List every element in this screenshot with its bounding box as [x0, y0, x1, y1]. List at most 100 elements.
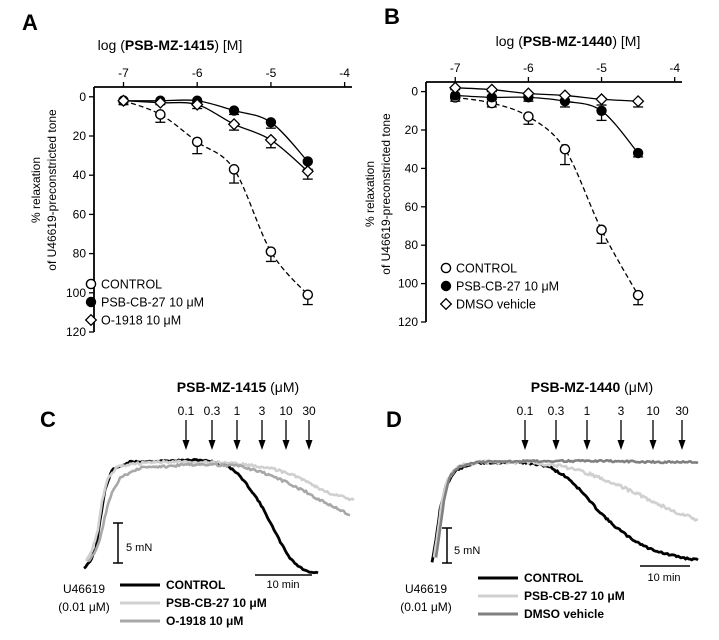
arrow-label-c: 1 — [234, 404, 241, 418]
data-point-b-2 — [449, 81, 462, 94]
panel-letter-d: D — [386, 407, 402, 432]
agonist-conc-d: (0.01 μM) — [400, 600, 452, 614]
arrow-label-d: 1 — [584, 404, 591, 418]
data-point-b-2 — [631, 94, 645, 108]
arrow-head-d — [583, 440, 591, 450]
y-tick-label-a: 80 — [73, 247, 87, 261]
trace-c-1 — [84, 459, 355, 562]
x-tick-label-a: -6 — [192, 66, 203, 80]
concentration-arrows-c: 0.1 0.3 1 3 10 30 — [178, 404, 316, 450]
arrow-head-d — [521, 440, 529, 450]
arrow-head-d — [678, 440, 686, 450]
x-tick-label-a: -4 — [339, 66, 350, 80]
data-point-b-0 — [596, 224, 607, 236]
data-point-b-2 — [595, 93, 608, 106]
y-tick-label-a: 100 — [66, 286, 86, 300]
data-point-a-0 — [265, 246, 277, 257]
y-tick-label-b: 0 — [411, 85, 418, 99]
x-tick-label-b: -4 — [669, 61, 680, 75]
arrow-label-d: 0.3 — [548, 404, 565, 418]
legend-marker-a-2 — [84, 313, 98, 327]
data-point-b-1 — [596, 105, 607, 117]
x-tick-label-b: -5 — [596, 61, 607, 75]
legend-marker-b-0 — [440, 262, 452, 274]
agonist-label-d: U46619 — [405, 582, 447, 596]
trace-title-c: PSB-MZ-1415 (μM) — [177, 379, 299, 395]
x-tick-label-a: -7 — [118, 66, 129, 80]
data-point-a-0 — [228, 164, 240, 175]
y-tick-label-b: 40 — [405, 161, 419, 175]
arrow-head-c — [258, 440, 266, 450]
axes-b: -7 -6 -5 -4 0 20 40 60 80 100 120 — [398, 61, 682, 329]
y-axis-title-line2-b: of U46619-preconstricted tone — [379, 113, 393, 275]
y-tick-label-a: 60 — [73, 207, 87, 221]
data-point-b-0 — [632, 289, 644, 301]
legend-label-c-0: CONTROL — [166, 578, 225, 592]
y-tick-label-a: 0 — [79, 90, 86, 104]
legend-marker-b-2 — [439, 297, 453, 311]
concentration-arrows-d: 0.1 0.3 1 3 10 30 — [517, 404, 689, 450]
data-point-a-2 — [301, 165, 314, 178]
arrow-label-c: 0.1 — [178, 404, 195, 418]
axes-a: -7 -6 -5 -4 0 20 40 60 80 100 120 — [66, 66, 352, 339]
legend-label-c-2: O-1918 10 μM — [166, 614, 243, 628]
data-point-a-0 — [302, 289, 314, 301]
trace-title-d: PSB-MZ-1440 (μM) — [531, 379, 653, 395]
trace-d-2 — [434, 458, 699, 558]
legend-label-d-1: PSB-CB-27 10 μM — [524, 589, 625, 603]
legend-label-b-2: DMSO vehicle — [456, 298, 536, 312]
trace-legend-d: CONTROL PSB-CB-27 10 μM DMSO vehicle — [478, 571, 625, 621]
data-point-a-1 — [265, 117, 277, 128]
data-point-a-0 — [191, 136, 203, 148]
data-point-a-2 — [264, 133, 278, 147]
panel-letter-a: A — [22, 10, 38, 35]
data-point-a-2 — [227, 118, 241, 131]
y-axis-title-line2-a: of U46619-preconstricted tone — [45, 109, 59, 271]
legend-marker-a-0 — [85, 278, 97, 290]
data-point-a-2 — [190, 98, 204, 111]
panel-a: A log (PSB-MZ-1415) [M] -7 -6 -5 -4 0 20 40 60 8… — [22, 10, 352, 339]
data-point-b-2 — [558, 89, 572, 102]
y-tick-label-b: 20 — [405, 123, 419, 137]
arrow-label-c: 3 — [259, 404, 266, 418]
panel-b: B log (PSB-MZ-1440) [M] -7 -6 -5 -4 0 20 40 60 8… — [363, 4, 682, 329]
panel-d: D PSB-MZ-1440 (μM) 0.1 0.3 1 3 10 30 5 mN 10 … — [386, 379, 699, 621]
y-tick-label-b: 120 — [398, 315, 418, 329]
legend-marker-a-1 — [85, 296, 97, 308]
panel-letter-c: C — [40, 407, 56, 432]
data-point-a-2 — [117, 94, 130, 107]
panel-c: C PSB-MZ-1415 (μM) 0.1 0.3 1 3 10 30 5 mN 10 … — [40, 379, 355, 628]
x-axis-title-a: log (PSB-MZ-1415) [M] — [98, 37, 243, 53]
x-tick-label-b: -7 — [450, 61, 461, 75]
legend-a: CONTROL PSB-CB-27 10 μM O-1918 10 μM — [84, 278, 204, 328]
y-tick-label-b: 80 — [405, 238, 419, 252]
y-tick-label-a: 40 — [73, 168, 87, 182]
time-scale-label-c: 10 min — [266, 579, 299, 591]
trace-c-2 — [87, 462, 351, 563]
legend-b: CONTROL PSB-CB-27 10 μM DMSO vehicle — [439, 262, 559, 312]
legend-marker-b-1 — [440, 280, 452, 292]
y-tick-label-a: 20 — [73, 129, 87, 143]
arrow-label-d: 0.1 — [517, 404, 534, 418]
legend-label-b-0: CONTROL — [456, 262, 517, 276]
trace-c-0 — [83, 458, 319, 575]
y-axis-title-line1-a: % relaxation — [29, 157, 43, 223]
arrow-head-c — [233, 440, 241, 450]
force-scale-label-c: 5 mN — [126, 542, 152, 554]
agonist-conc-c: (0.01 μM) — [58, 600, 110, 614]
arrow-head-d — [617, 440, 625, 450]
fit-curve-b-1 — [455, 94, 639, 154]
tension-traces-d — [430, 458, 699, 563]
y-axis-title-line1-b: % relaxation — [363, 161, 377, 227]
arrow-head-d — [649, 440, 657, 450]
panel-letter-b: B — [384, 4, 400, 29]
x-axis-title-b: log (PSB-MZ-1440) [M] — [496, 33, 641, 49]
data-point-b-0 — [523, 111, 534, 122]
legend-label-c-1: PSB-CB-27 10 μM — [166, 596, 267, 610]
y-tick-label-b: 60 — [405, 200, 419, 214]
data-point-b-1 — [632, 147, 644, 159]
arrow-head-c — [282, 440, 290, 450]
data-point-a-1 — [228, 105, 240, 116]
agonist-label-c: U46619 — [63, 582, 105, 596]
